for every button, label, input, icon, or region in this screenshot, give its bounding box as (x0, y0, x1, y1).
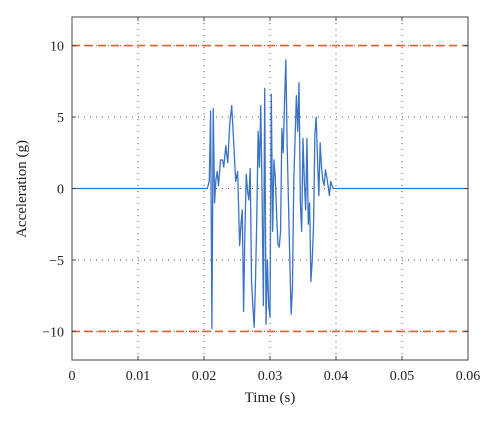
x-tick-label: 0.01 (126, 369, 151, 384)
y-tick-label: −5 (49, 254, 64, 269)
series-layer (72, 44, 468, 333)
x-tick-label: 0 (69, 369, 76, 384)
tick-layer: 0 0.01 0.02 0.03 0.04 0.05 0.06 10 5 0 −5 −10 (42, 17, 480, 384)
x-tick-label: 0.06 (456, 369, 481, 384)
y-tick-label: 0 (57, 183, 64, 198)
x-tick-label: 0.03 (258, 369, 283, 384)
y-tick-label: −10 (42, 325, 64, 340)
x-axis-title: Time (s) (245, 390, 296, 406)
y-tick-label: 10 (50, 40, 64, 55)
x-tick-label: 0.04 (324, 369, 349, 384)
x-tick-label: 0.05 (390, 369, 415, 384)
acceleration-series-line (72, 59, 468, 330)
x-tick-label: 0.02 (192, 369, 217, 384)
y-axis-title: Acceleration (g) (14, 140, 30, 238)
y-tick-label: 5 (57, 111, 64, 126)
